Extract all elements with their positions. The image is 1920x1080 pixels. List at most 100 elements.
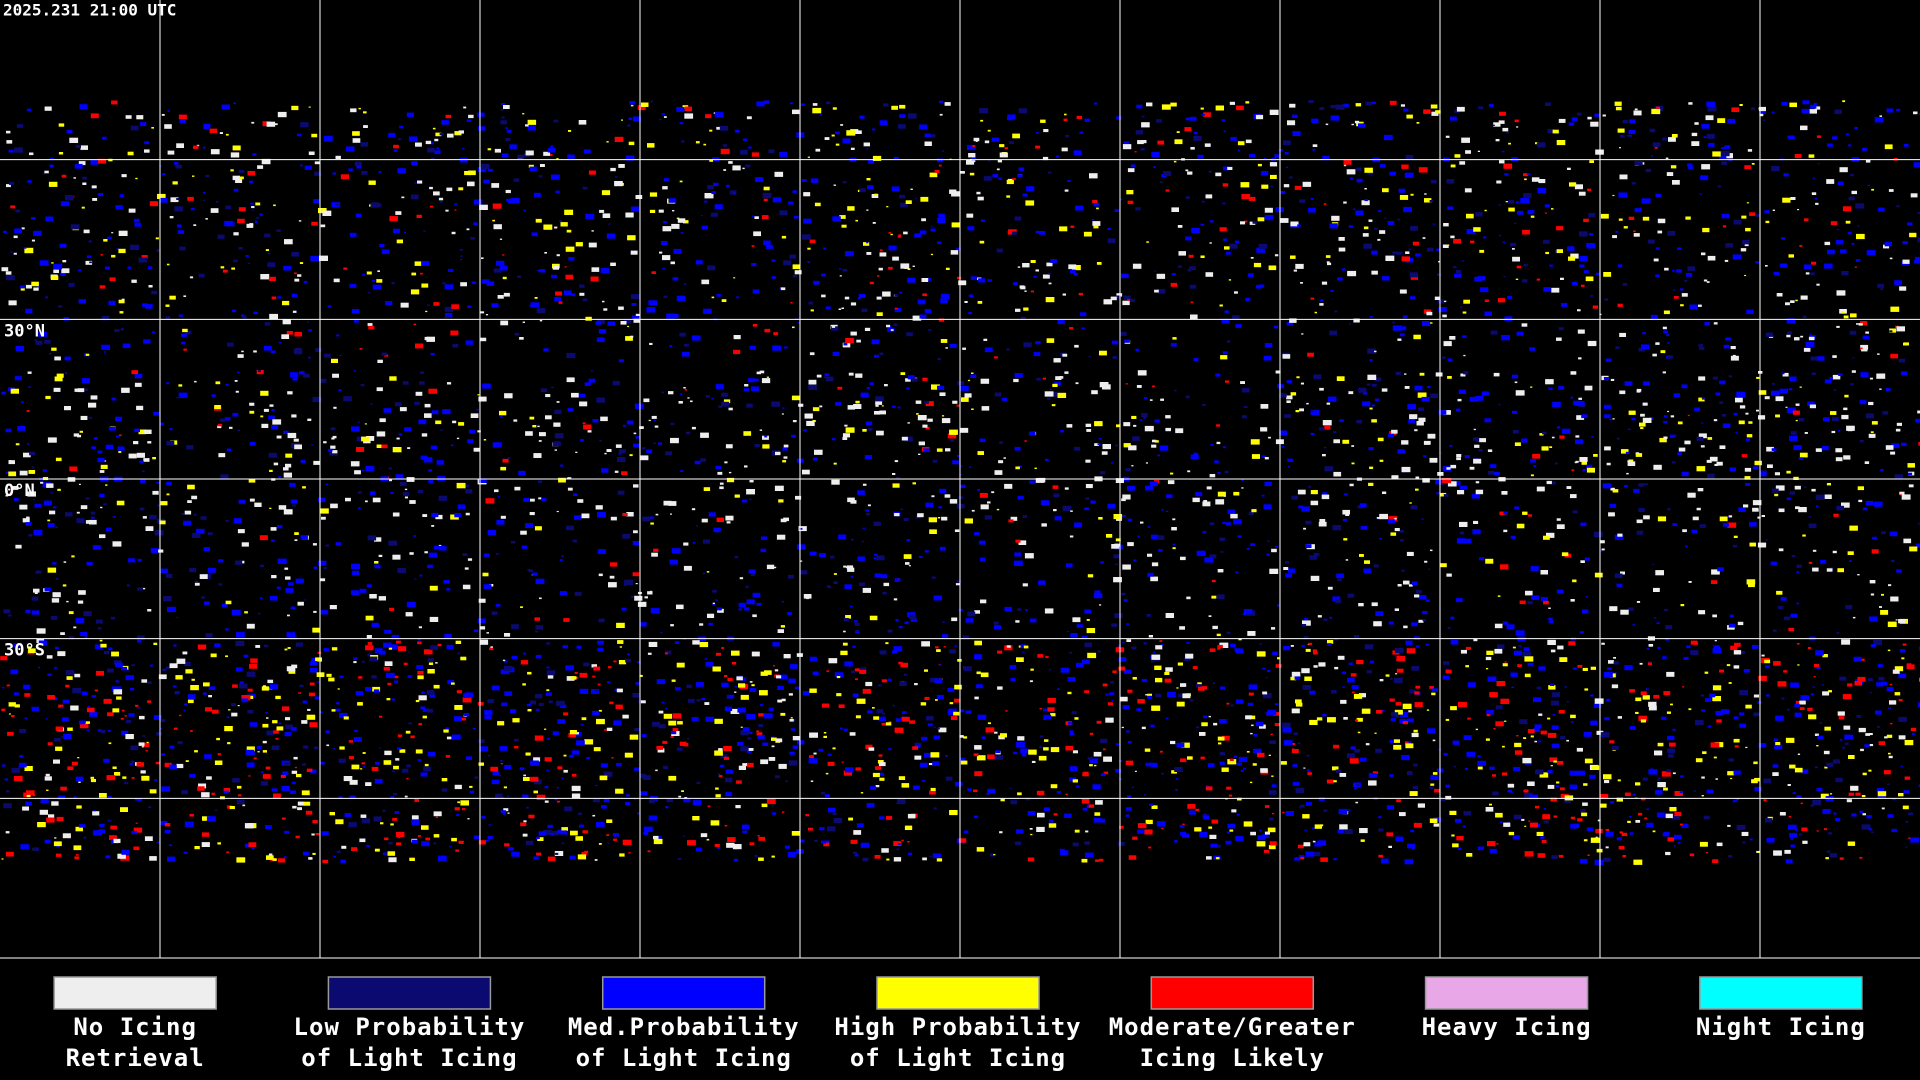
icing-speckle: [1889, 330, 1893, 333]
icing-speckle: [80, 632, 87, 637]
icing-speckle: [556, 700, 565, 707]
icing-speckle: [1418, 167, 1428, 173]
icing-speckle: [266, 121, 276, 127]
icing-speckle: [204, 601, 210, 605]
icing-speckle: [353, 657, 358, 661]
icing-speckle: [1217, 569, 1224, 573]
icing-speckle: [1846, 425, 1855, 431]
icing-speckle: [1024, 553, 1034, 559]
icing-speckle: [1018, 108, 1028, 114]
icing-speckle: [1165, 510, 1169, 513]
icing-speckle: [1305, 520, 1312, 525]
icing-speckle: [1348, 225, 1353, 228]
icing-speckle: [354, 161, 362, 166]
icing-speckle: [711, 296, 715, 299]
icing-speckle: [105, 444, 114, 450]
icing-speckle: [1466, 229, 1476, 235]
icing-speckle: [1699, 524, 1707, 528]
icing-speckle: [7, 731, 14, 736]
icing-speckle: [1008, 519, 1014, 523]
icing-speckle: [1727, 118, 1735, 124]
icing-speckle: [635, 583, 638, 585]
icing-speckle: [147, 609, 152, 612]
icing-speckle: [1780, 597, 1787, 601]
icing-speckle: [731, 662, 737, 665]
icing-speckle: [1349, 177, 1354, 180]
icing-speckle: [225, 133, 229, 136]
icing-speckle: [438, 545, 447, 551]
icing-speckle: [427, 564, 433, 569]
icing-speckle: [1536, 486, 1545, 492]
icing-speckle: [1836, 325, 1840, 328]
icing-speckle: [1289, 176, 1293, 179]
icing-speckle: [414, 578, 417, 580]
icing-speckle: [761, 215, 769, 220]
icing-speckle: [1550, 765, 1553, 767]
icing-speckle: [236, 632, 245, 638]
icing-speckle: [226, 851, 229, 854]
icing-speckle: [1447, 481, 1457, 487]
icing-speckle: [683, 542, 689, 546]
icing-speckle: [1859, 439, 1864, 443]
icing-speckle: [906, 539, 911, 542]
icing-speckle: [994, 470, 1003, 475]
icing-speckle: [1521, 323, 1528, 327]
icing-speckle: [1885, 445, 1894, 450]
icing-speckle: [1864, 461, 1870, 464]
icing-speckle: [1781, 697, 1785, 700]
icing-speckle: [63, 317, 70, 321]
icing-speckle: [1473, 458, 1482, 464]
icing-speckle: [389, 607, 395, 611]
icing-speckle: [1202, 531, 1207, 534]
icing-speckle: [1805, 341, 1815, 348]
icing-speckle: [1880, 610, 1889, 615]
icing-speckle: [1719, 516, 1728, 522]
icing-speckle: [719, 486, 724, 490]
icing-speckle: [1096, 262, 1102, 265]
icing-speckle: [567, 487, 573, 491]
icing-speckle: [1339, 419, 1344, 423]
icing-speckle: [616, 622, 625, 628]
icing-speckle: [740, 677, 747, 681]
icing-speckle: [518, 470, 526, 476]
icing-speckle: [853, 620, 858, 623]
icing-speckle: [1677, 841, 1681, 844]
icing-speckle: [1512, 248, 1515, 250]
icing-speckle: [1538, 713, 1543, 716]
icing-speckle: [1850, 383, 1854, 386]
icing-speckle: [1399, 333, 1405, 337]
icing-speckle: [1703, 279, 1708, 282]
icing-speckle: [1530, 215, 1535, 218]
icing-speckle: [1734, 745, 1739, 748]
icing-speckle: [308, 329, 312, 332]
icing-speckle: [49, 353, 52, 355]
icing-speckle: [1749, 838, 1753, 841]
icing-speckle: [1628, 459, 1634, 463]
icing-speckle: [1771, 111, 1775, 114]
icing-speckle: [417, 835, 421, 837]
icing-speckle: [336, 334, 340, 337]
icing-speckle: [1378, 854, 1384, 858]
icing-speckle: [1577, 112, 1582, 116]
icing-speckle: [114, 329, 120, 333]
icing-speckle: [504, 843, 510, 847]
icing-speckle: [1011, 231, 1017, 235]
icing-speckle: [705, 114, 712, 119]
icing-speckle: [1880, 288, 1884, 290]
icing-speckle: [1364, 167, 1373, 173]
icing-speckle: [987, 129, 991, 132]
icing-speckle: [1850, 313, 1857, 318]
icing-speckle: [1086, 619, 1090, 621]
icing-speckle: [1501, 491, 1508, 495]
icing-speckle: [750, 573, 755, 577]
icing-speckle: [430, 142, 434, 145]
icing-speckle: [898, 234, 902, 237]
icing-speckle: [1775, 715, 1784, 721]
icing-speckle: [442, 409, 451, 415]
icing-speckle: [303, 280, 308, 284]
icing-speckle: [1714, 463, 1718, 466]
icing-speckle: [595, 321, 602, 325]
icing-speckle: [684, 389, 688, 391]
icing-speckle: [1728, 515, 1733, 518]
icing-speckle: [44, 170, 49, 174]
